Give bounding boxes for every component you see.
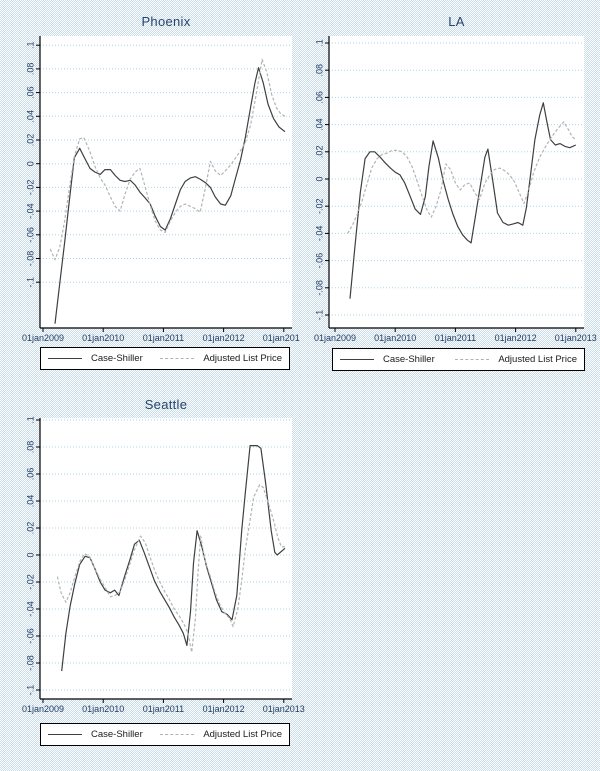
la-plot: .1 .08 .06 .04 .02 0 -.02 -.04 -.06 -.08 -.1 01jan2… <box>314 36 597 343</box>
case-shiller-line-swatch <box>48 734 82 735</box>
case-shiller-line <box>54 67 286 324</box>
legend-label-case-shiller: Case-Shiller <box>91 353 143 364</box>
y-tick-label: -.04 <box>314 226 324 242</box>
adjusted-list-price-line <box>56 484 285 653</box>
la-chart-panel: .1 .08 .06 .04 .02 0 -.02 -.04 -.06 -.08 -.1 01jan2… <box>300 10 600 375</box>
x-tick-label: 01jan2012 <box>203 704 245 714</box>
y-tick-label: -.08 <box>25 251 35 267</box>
legend-label-adjusted-list-price: Adjusted List Price <box>203 353 282 364</box>
y-tick-label: -.1 <box>25 277 35 288</box>
plot-area <box>40 418 292 699</box>
y-tick-label: .04 <box>25 110 35 123</box>
y-tick-label: .06 <box>25 86 35 99</box>
case-shiller-line-swatch <box>340 359 374 360</box>
adjusted-list-price-line <box>347 121 577 234</box>
y-tick-label: .08 <box>25 63 35 76</box>
adjusted-list-price-line-swatch <box>160 358 195 359</box>
y-tick-label: -.02 <box>314 198 324 214</box>
y-tick-label: -.06 <box>25 227 35 243</box>
x-tick-label: 01jan2009 <box>314 333 356 343</box>
y-tick-label: .08 <box>314 64 324 77</box>
y-tick-label: -.06 <box>25 628 35 644</box>
x-tick-label: 01jan2012 <box>495 333 537 343</box>
adjusted-list-price-line <box>49 58 286 261</box>
y-tick-label: -.02 <box>25 574 35 590</box>
phoenix-chart-panel: .1 .08 .06 .04 .02 0 -.02 -.04 -.06 -.08 -.1 01jan2… <box>0 10 300 375</box>
x-tick-label: 01jan2010 <box>374 333 416 343</box>
legend-label-case-shiller: Case-Shiller <box>383 354 435 365</box>
case-shiller-line <box>61 444 286 672</box>
x-tick-label: 01jan2009 <box>22 333 64 343</box>
y-tick-label: 0 <box>25 161 35 166</box>
chart-title-seattle: Seattle <box>144 397 188 412</box>
legend-label-adjusted-list-price: Adjusted List Price <box>498 354 577 365</box>
y-tick-label: .02 <box>25 522 35 535</box>
phoenix-plot: .1 .08 .06 .04 .02 0 -.02 -.04 -.06 -.08 -.1 01jan2… <box>22 36 300 343</box>
adjusted-list-price-line-swatch <box>160 734 195 735</box>
x-tick-label: 01jan2009 <box>22 704 64 714</box>
legend-label-adjusted-list-price: Adjusted List Price <box>203 729 282 740</box>
case-shiller-line <box>349 102 577 299</box>
chart-title-phoenix: Phoenix <box>141 14 191 29</box>
y-tick-label: .02 <box>314 146 324 159</box>
adjusted-list-price-line-swatch <box>455 359 490 360</box>
seattle-plot: .1 .08 .06 .04 .02 0 -.02 -.04 -.06 -.08 -.1 01jan2… <box>22 416 305 714</box>
y-tick-label: .06 <box>25 468 35 481</box>
y-tick-label: -.02 <box>25 180 35 196</box>
legend-phoenix: Case-Shiller Adjusted List Price <box>40 347 290 370</box>
x-tick-label: 01jan2013 <box>555 333 597 343</box>
y-tick-label: 0 <box>314 176 324 181</box>
y-tick-label: .1 <box>314 39 324 47</box>
y-tick-label: .02 <box>25 134 35 147</box>
x-tick-label: 01jan2010 <box>82 704 124 714</box>
x-tick-label: 01jan2013 <box>263 704 305 714</box>
x-tick-label: 01jan2011 <box>435 333 476 343</box>
y-tick-label: .04 <box>25 495 35 508</box>
plot-area <box>329 36 584 328</box>
x-tick-label: 01jan2010 <box>82 333 124 343</box>
y-tick-label: -.06 <box>314 253 324 269</box>
plot-area <box>40 36 292 328</box>
y-tick-label: -.1 <box>25 685 35 696</box>
chart-title-la: LA <box>448 14 465 29</box>
y-tick-label: .04 <box>314 118 324 131</box>
y-tick-label: -.1 <box>314 310 324 321</box>
y-tick-label: -.04 <box>25 203 35 219</box>
case-shiller-line-swatch <box>48 358 82 359</box>
legend-label-case-shiller: Case-Shiller <box>91 729 143 740</box>
x-tick-label: 01jan2011 <box>143 704 184 714</box>
x-tick-label: 01jan2012 <box>203 333 245 343</box>
x-tick-label: 01jan2013 <box>263 333 300 343</box>
x-tick-label: 01jan2011 <box>143 333 184 343</box>
y-tick-label: .08 <box>25 441 35 454</box>
y-tick-label: .1 <box>25 416 35 424</box>
y-tick-label: -.08 <box>314 280 324 296</box>
seattle-chart-panel: .1 .08 .06 .04 .02 0 -.02 -.04 -.06 -.08 -.1 01jan2… <box>0 395 310 771</box>
y-tick-label: -.08 <box>25 655 35 671</box>
y-tick-label: .1 <box>25 41 35 49</box>
legend-la: Case-Shiller Adjusted List Price <box>332 348 585 371</box>
y-tick-label: 0 <box>25 552 35 557</box>
y-tick-label: -.04 <box>25 601 35 617</box>
y-tick-label: .06 <box>314 91 324 104</box>
legend-seattle: Case-Shiller Adjusted List Price <box>40 723 290 746</box>
